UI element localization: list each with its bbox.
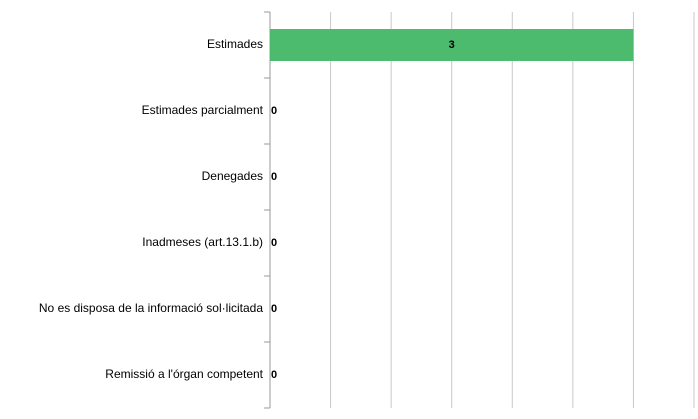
y-tick-label: Estimades [207,37,263,51]
y-tick-label: No es disposa de la informació sol·licit… [39,301,263,315]
value-label: 0 [271,303,277,315]
y-tick-label: Remissió a l'órgan competent [105,367,263,381]
value-label: 0 [271,369,277,381]
y-tick-label: Estimades parcialment [142,103,264,117]
y-tick-label: Denegades [202,169,263,183]
bar [270,29,634,61]
value-label: 0 [271,171,277,183]
y-tick-label: Inadmeses (art.13.1.b) [142,235,263,249]
value-label: 0 [271,105,277,117]
value-label: 0 [271,237,277,249]
value-label: 3 [449,39,455,51]
